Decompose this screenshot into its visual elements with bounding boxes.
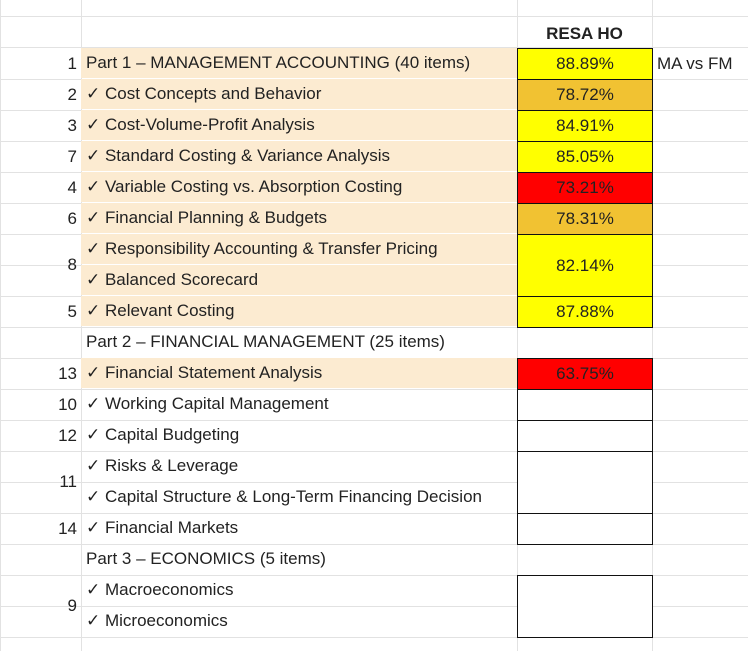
- score-cell[interactable]: [517, 451, 653, 514]
- topic-cell[interactable]: ✓ Financial Statement Analysis: [81, 358, 517, 388]
- topic-cell[interactable]: ✓ Risks & Leverage: [86, 456, 239, 475]
- grid-row-line: [0, 575, 748, 576]
- grid-row-line: [0, 389, 748, 390]
- grid-row-line: [0, 47, 748, 48]
- grid-row-line: [0, 327, 748, 328]
- row-number[interactable]: 4: [67, 177, 77, 197]
- score-cell[interactable]: 82.14%: [517, 234, 653, 297]
- topic-cell[interactable]: ✓ Cost-Volume-Profit Analysis: [81, 110, 517, 140]
- score-cell[interactable]: [517, 575, 653, 638]
- row-number[interactable]: 9: [67, 596, 77, 615]
- grid-row-line: [0, 513, 748, 514]
- row-number[interactable]: [0, 327, 81, 358]
- score-cell[interactable]: 85.05%: [517, 141, 653, 173]
- topic-cell[interactable]: ✓ Relevant Costing: [81, 296, 517, 326]
- topic-cell[interactable]: Part 1 – MANAGEMENT ACCOUNTING (40 items…: [81, 48, 517, 78]
- topic-cell[interactable]: ✓ Standard Costing & Variance Analysis: [81, 141, 517, 171]
- row-number[interactable]: 14: [58, 518, 77, 538]
- score-cell[interactable]: 78.31%: [517, 203, 653, 235]
- side-note-cell[interactable]: MA vs FM: [657, 53, 733, 73]
- grid-row-line: [0, 420, 748, 421]
- grid-row-line: [0, 482, 748, 483]
- topic-cell[interactable]: ✓ Balanced Scorecard: [81, 265, 517, 295]
- topic-cell[interactable]: ✓ Cost Concepts and Behavior: [81, 79, 517, 109]
- grid-row-line: [0, 544, 748, 545]
- grid-row-line: [0, 16, 748, 17]
- row-number[interactable]: 7: [67, 146, 77, 166]
- topic-cell[interactable]: ✓ Microeconomics: [86, 611, 228, 630]
- score-cell[interactable]: 88.89%: [517, 48, 653, 80]
- grid-row-line: [0, 451, 748, 452]
- topic-cell[interactable]: ✓ Financial Markets: [86, 518, 239, 537]
- column-header-resa-ho[interactable]: RESA HO: [546, 23, 623, 43]
- row-number[interactable]: 13: [58, 363, 77, 383]
- topic-cell[interactable]: ✓ Working Capital Management: [86, 394, 329, 413]
- row-number[interactable]: 10: [58, 394, 77, 414]
- topic-cell[interactable]: ✓ Variable Costing vs. Absorption Costin…: [81, 172, 517, 202]
- score-cell[interactable]: [517, 389, 653, 421]
- topic-cell[interactable]: ✓ Macroeconomics: [86, 580, 234, 599]
- score-cell[interactable]: 63.75%: [517, 358, 653, 390]
- row-number[interactable]: 8: [67, 255, 77, 274]
- row-number[interactable]: [0, 544, 81, 575]
- topic-cell[interactable]: ✓ Capital Budgeting: [86, 425, 240, 444]
- row-number[interactable]: 12: [58, 425, 77, 445]
- topic-cell[interactable]: Part 3 – ECONOMICS (5 items): [86, 549, 326, 568]
- score-cell[interactable]: 87.88%: [517, 296, 653, 328]
- topic-cell[interactable]: Part 2 – FINANCIAL MANAGEMENT (25 items): [86, 332, 445, 351]
- score-cell[interactable]: [517, 420, 653, 452]
- score-cell[interactable]: 78.72%: [517, 79, 653, 111]
- row-number[interactable]: 3: [67, 115, 77, 135]
- row-number[interactable]: 1: [67, 53, 77, 73]
- row-number[interactable]: 6: [67, 208, 77, 228]
- score-cell[interactable]: 84.91%: [517, 110, 653, 142]
- score-cell[interactable]: 73.21%: [517, 172, 653, 204]
- row-number[interactable]: 11: [59, 472, 77, 491]
- grid-row-line: [0, 637, 748, 638]
- topic-cell[interactable]: ✓ Capital Structure & Long-Term Financin…: [86, 487, 482, 506]
- topic-cell[interactable]: ✓ Responsibility Accounting & Transfer P…: [81, 234, 517, 264]
- grid-column-line: [0, 0, 1, 651]
- score-cell[interactable]: [517, 513, 653, 545]
- grid-row-line: [0, 606, 748, 607]
- row-number[interactable]: 2: [67, 84, 77, 104]
- row-number[interactable]: 5: [67, 301, 77, 321]
- topic-cell[interactable]: ✓ Financial Planning & Budgets: [81, 203, 517, 233]
